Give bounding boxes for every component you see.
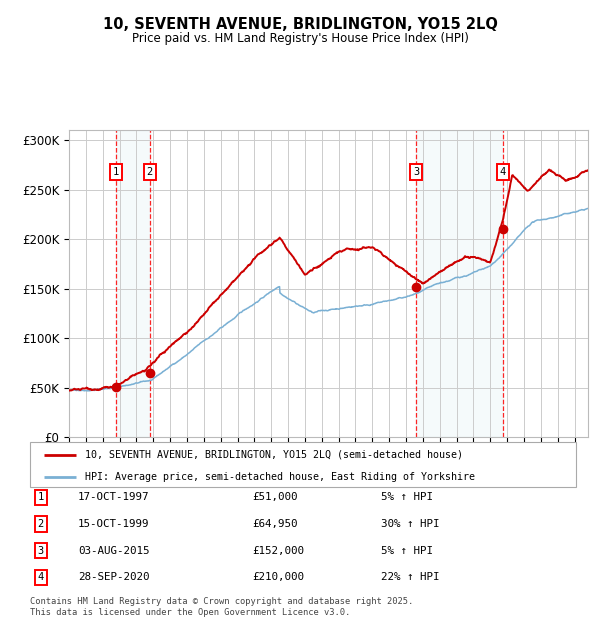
Text: 10, SEVENTH AVENUE, BRIDLINGTON, YO15 2LQ (semi-detached house): 10, SEVENTH AVENUE, BRIDLINGTON, YO15 2L… [85,450,463,459]
Text: 10, SEVENTH AVENUE, BRIDLINGTON, YO15 2LQ: 10, SEVENTH AVENUE, BRIDLINGTON, YO15 2L… [103,17,497,32]
Text: HPI: Average price, semi-detached house, East Riding of Yorkshire: HPI: Average price, semi-detached house,… [85,472,475,482]
Text: 2: 2 [146,167,153,177]
Text: 4: 4 [38,572,44,582]
Text: 4: 4 [500,167,506,177]
Text: 2: 2 [38,519,44,529]
Text: 28-SEP-2020: 28-SEP-2020 [78,572,149,582]
Text: 3: 3 [413,167,419,177]
Text: 3: 3 [38,546,44,556]
Text: Price paid vs. HM Land Registry's House Price Index (HPI): Price paid vs. HM Land Registry's House … [131,32,469,45]
Text: £210,000: £210,000 [252,572,304,582]
Text: 5% ↑ HPI: 5% ↑ HPI [381,546,433,556]
FancyBboxPatch shape [30,442,576,487]
Text: 30% ↑ HPI: 30% ↑ HPI [381,519,439,529]
Text: Contains HM Land Registry data © Crown copyright and database right 2025.
This d: Contains HM Land Registry data © Crown c… [30,598,413,617]
Bar [116,130,150,437]
Text: £51,000: £51,000 [252,492,298,502]
Text: £152,000: £152,000 [252,546,304,556]
Text: 03-AUG-2015: 03-AUG-2015 [78,546,149,556]
Bar [416,130,503,437]
Text: 1: 1 [113,167,119,177]
Text: 5% ↑ HPI: 5% ↑ HPI [381,492,433,502]
Text: 17-OCT-1997: 17-OCT-1997 [78,492,149,502]
Text: 22% ↑ HPI: 22% ↑ HPI [381,572,439,582]
Text: £64,950: £64,950 [252,519,298,529]
Text: 1: 1 [38,492,44,502]
Text: 15-OCT-1999: 15-OCT-1999 [78,519,149,529]
